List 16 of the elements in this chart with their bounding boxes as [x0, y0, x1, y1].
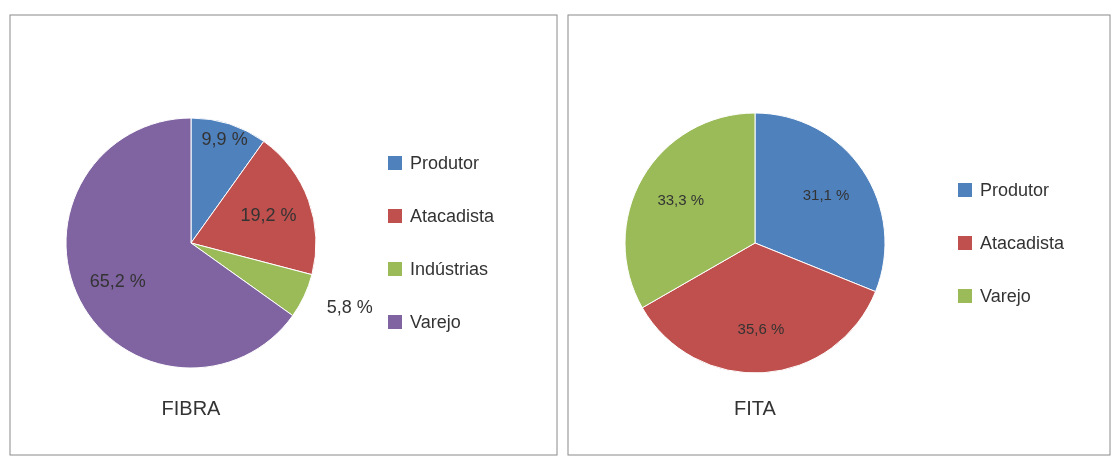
legend-label: Varejo	[980, 286, 1031, 307]
legend-label: Indústrias	[410, 259, 489, 280]
legend-label: Atacadista	[410, 206, 496, 227]
legend-label: Produtor	[410, 153, 480, 174]
data-label: 35,6 %	[737, 319, 785, 337]
text: FIBRA	[161, 397, 222, 419]
data-label: 9,9 %	[201, 128, 248, 149]
text: FITA	[734, 397, 777, 419]
legend-label: Atacadista	[980, 233, 1066, 254]
data-label: 33,3 %	[657, 191, 705, 209]
legend-label: Varejo	[410, 312, 461, 333]
data-label: 65,2 %	[89, 271, 146, 292]
data-label: 31,1 %	[802, 186, 850, 204]
data-label: 19,2 %	[240, 205, 297, 226]
data-label: 5,8 %	[326, 296, 373, 317]
legend-label: Produtor	[980, 180, 1050, 201]
